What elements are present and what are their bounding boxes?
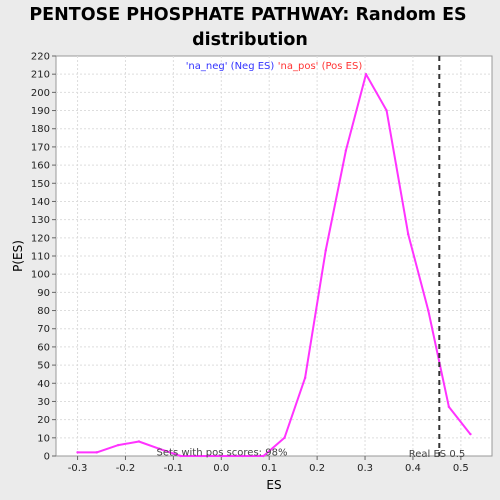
y-tick-label-22: 220 [31,52,50,63]
x-tick-label-4: 0.1 [261,463,277,474]
y-tick-label-12: 120 [31,233,50,244]
y-tick-label-18: 180 [31,124,50,135]
pos-scores-annotation: Sets with pos scores: 98% [157,448,288,459]
series-0-point-18 [447,405,451,409]
y-tick-label-13: 130 [31,215,50,226]
series-0-point-6 [199,454,203,458]
legend-entry-pos: 'na_pos' (Pos ES) [278,61,363,72]
series-layer [76,72,472,458]
legend-entry-neg: 'na_neg' (Neg ES) [186,61,275,72]
y-axis-label: P(ES) [11,240,25,272]
series-0-point-9 [262,454,265,458]
series-0-point-3 [137,440,141,443]
chart-title-line-1: PENTOSE PHOSPHATE PATHWAY: Random ES [29,5,466,25]
series-0-point-19 [469,432,472,436]
series-0-point-15 [385,109,388,112]
series-0-point-2 [117,443,120,447]
x-tick-label-1: -0.2 [116,463,136,474]
y-tick-label-9: 90 [37,288,50,299]
y-tick-label-19: 190 [31,106,50,117]
series-0-point-1 [95,451,98,454]
x-tick-label-2: -0.1 [164,463,184,474]
series-0-point-17 [427,309,430,312]
series-0-point-14 [364,72,368,76]
y-tick-label-15: 150 [31,179,50,190]
series-line-0 [77,73,472,457]
y-tick-label-16: 160 [31,161,50,172]
series-0-point-4 [157,447,161,450]
series-0-point-5 [179,454,182,458]
series-0-point-8 [241,454,245,458]
x-tick-label-0: -0.3 [68,463,88,474]
grid [56,56,492,456]
x-tick-label-3: 0.0 [213,463,229,474]
y-tick-label-17: 170 [31,142,50,153]
series-0-point-12 [324,249,327,252]
series-0-point-16 [406,232,410,236]
chart-title-line-2: distribution [192,30,308,50]
x-axis-label: ES [266,478,281,492]
real-es-label: Real ES 0.5 [409,449,465,460]
series-0-point-0 [76,451,79,454]
y-tick-label-2: 20 [37,415,50,426]
series-0-point-10 [283,436,286,440]
x-tick-label-8: 0.5 [453,463,469,474]
y-tick-label-7: 70 [37,324,50,335]
series-0-point-7 [221,454,224,458]
y-tick-label-1: 10 [37,433,50,444]
y-tick-label-0: 0 [44,452,50,463]
y-tick-label-21: 210 [31,70,50,81]
axis-ticks: 0 10 20 30 40 50 60 70 80 90 100 110 120 130 140 150 160… [31,52,469,475]
y-tick-label-20: 200 [31,88,50,99]
x-tick-label-5: 0.2 [309,463,325,474]
y-tick-label-10: 100 [31,270,50,281]
series-0-point-13 [344,149,348,152]
y-tick-label-6: 60 [37,342,50,353]
y-tick-label-4: 40 [37,379,50,390]
x-tick-label-7: 0.4 [405,463,421,474]
y-tick-label-8: 80 [37,306,50,317]
y-tick-label-5: 50 [37,361,50,372]
y-tick-label-11: 110 [31,252,50,263]
y-tick-label-3: 30 [37,397,50,408]
y-tick-label-14: 140 [31,197,50,208]
series-0-point-11 [303,376,307,380]
x-tick-label-6: 0.3 [357,463,373,474]
